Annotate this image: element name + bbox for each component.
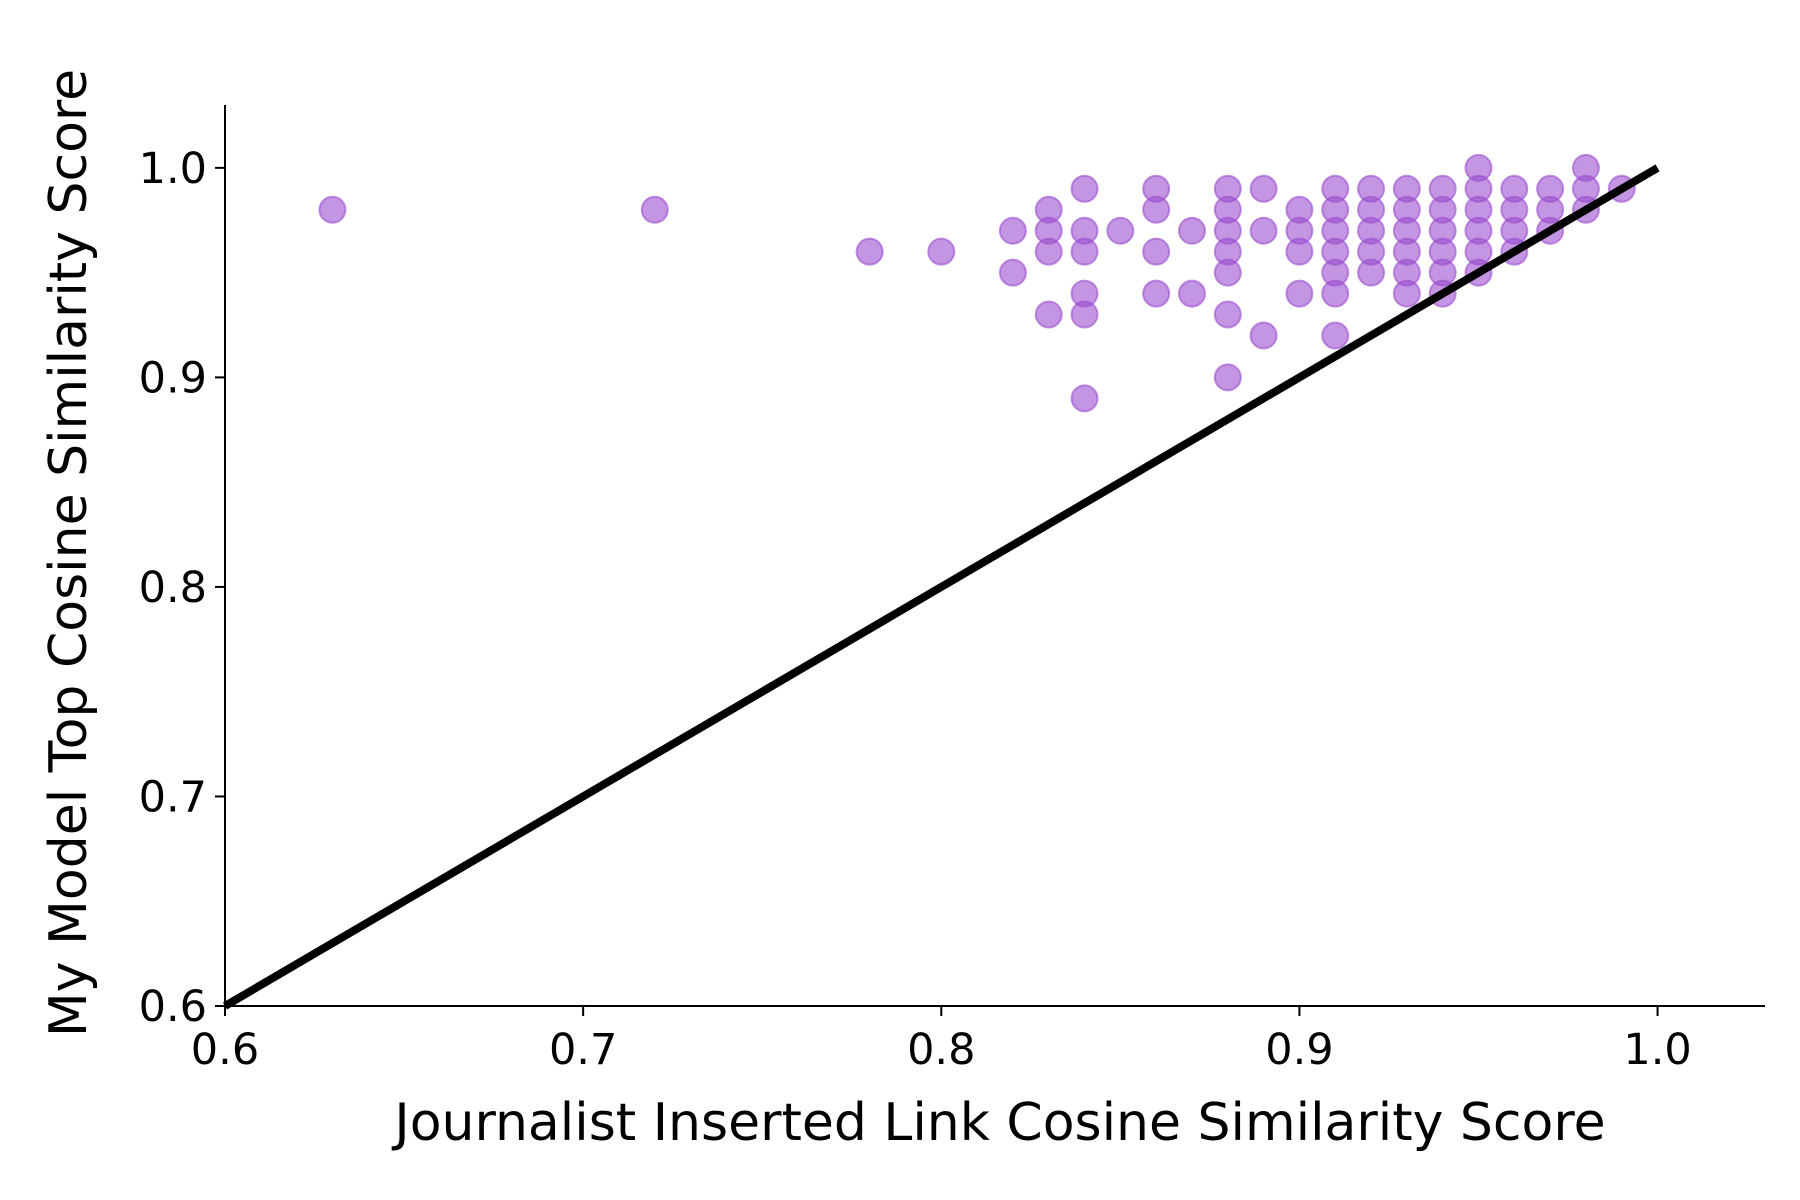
points-layer	[318, 153, 1636, 413]
x-tick-label: 1.0	[1623, 1025, 1691, 1075]
scatter-point	[1142, 279, 1171, 308]
scatter-point	[1142, 237, 1171, 266]
scatter-point	[1070, 174, 1099, 203]
scatter-point	[1285, 237, 1314, 266]
y-tick-label: 0.6	[139, 982, 207, 1032]
x-tick-label: 0.9	[1265, 1025, 1333, 1075]
x-tick-label: 0.6	[191, 1025, 259, 1075]
scatter-point	[998, 216, 1027, 245]
x-tick-label: 0.7	[549, 1025, 617, 1075]
scatter-point	[1321, 321, 1350, 350]
scatter-point	[1392, 279, 1421, 308]
scatter-point	[318, 195, 347, 224]
x-tick-label: 0.8	[907, 1025, 975, 1075]
scatter-point	[1249, 174, 1278, 203]
axes-layer	[224, 105, 1765, 1007]
scatter-point	[640, 195, 669, 224]
y-tick-label: 0.8	[139, 563, 207, 613]
scatter-point	[1070, 300, 1099, 329]
scatter-point	[1249, 216, 1278, 245]
scatter-point	[1177, 216, 1206, 245]
scatter-point	[1321, 279, 1350, 308]
scatter-point	[1213, 258, 1242, 287]
scatter-point	[1285, 279, 1314, 308]
scatter-point	[1213, 300, 1242, 329]
y-axis-label: My Model Top Cosine Similarity Score	[39, 69, 99, 1037]
scatter-point	[1070, 384, 1099, 413]
y-tick-label: 0.7	[139, 772, 207, 822]
y-tick-label: 0.9	[139, 353, 207, 403]
reference-line	[222, 164, 1660, 1010]
scatter-point	[1142, 195, 1171, 224]
scatter-point	[1034, 300, 1063, 329]
x-axis-label: Journalist Inserted Link Cosine Similari…	[391, 1093, 1605, 1153]
scatter-point	[1213, 363, 1242, 392]
y-tick-label: 1.0	[139, 144, 207, 194]
scatter-point	[998, 258, 1027, 287]
scatter-point	[1357, 258, 1386, 287]
scatter-point	[1070, 237, 1099, 266]
scatter-point	[1034, 237, 1063, 266]
reference-line-layer	[222, 164, 1660, 1010]
scatter-point	[1249, 321, 1278, 350]
scatter-point	[1106, 216, 1135, 245]
scatter-point	[855, 237, 884, 266]
scatter-point	[1177, 279, 1206, 308]
ticks-layer: 0.6 0.7 0.8 0.9 1.0 0.6 0.7 0.8 0.9 1.0	[139, 144, 1692, 1075]
scatter-point	[927, 237, 956, 266]
